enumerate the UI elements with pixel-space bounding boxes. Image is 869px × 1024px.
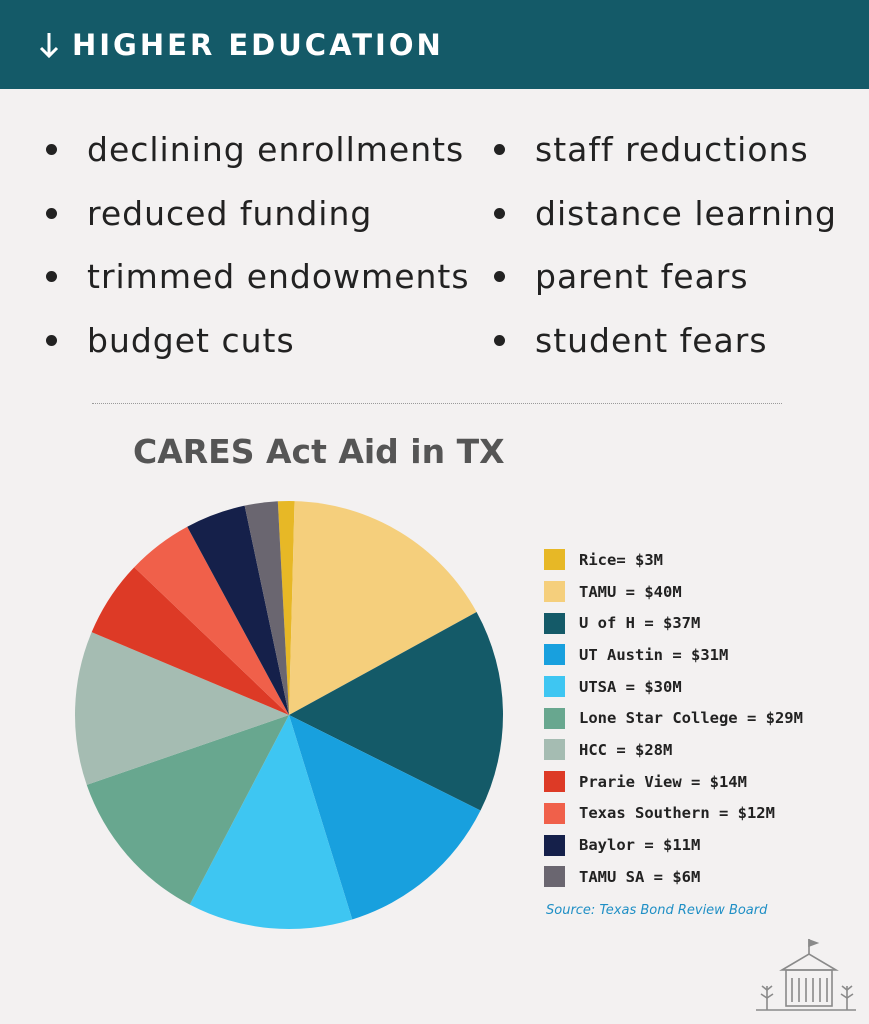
legend-label: Prarie View = $14M (579, 772, 747, 791)
bullet-item: parent fears (494, 245, 837, 309)
legend-label: TAMU SA = $6M (579, 867, 701, 886)
bullet-item: budget cuts (46, 309, 470, 373)
legend-item: TAMU = $40M (544, 576, 803, 608)
bullet-text: distance learning (535, 193, 837, 233)
legend-label: UTSA = $30M (579, 677, 682, 696)
pie-slice (134, 526, 289, 715)
legend-swatch (544, 802, 565, 824)
bullet-text: student fears (535, 320, 768, 360)
pie-slice (74, 632, 289, 785)
bullet-dot (46, 144, 57, 156)
bullet-item: distance learning (494, 182, 837, 246)
legend-item: U of H = $37M (544, 607, 803, 639)
legend-swatch (544, 676, 565, 698)
pie-slice (189, 715, 353, 930)
bullet-text: budget cuts (87, 320, 295, 360)
source-note: Source: Texas Bond Review Board (546, 903, 768, 918)
legend-item: Texas Southern = $12M (544, 798, 803, 830)
pie-slice (277, 500, 295, 715)
legend-label: TAMU = $40M (579, 582, 682, 601)
legend-swatch (544, 866, 565, 888)
legend-swatch (544, 707, 565, 729)
bullet-item: reduced funding (46, 182, 470, 246)
bullet-dot (46, 334, 57, 346)
bullet-text: trimmed endowments (87, 257, 470, 297)
header-banner: HIGHER EDUCATION (0, 0, 869, 89)
legend-label: UT Austin = $31M (579, 645, 729, 664)
legend-item: UTSA = $30M (544, 671, 803, 703)
legend-item: Lone Star College = $29M (544, 702, 803, 734)
legend-item: HCC = $28M (544, 734, 803, 766)
bullet-column-left: declining enrollments reduced funding tr… (46, 118, 470, 372)
legend-label: Rice= $3M (579, 550, 663, 569)
bullet-item: student fears (494, 309, 837, 373)
legend-swatch (544, 612, 565, 634)
bullet-dot (494, 334, 505, 346)
legend-item: Rice= $3M (544, 544, 803, 576)
pie-slice (289, 612, 503, 811)
legend-item: Prarie View = $14M (544, 766, 803, 798)
legend-label: Lone Star College = $29M (579, 709, 803, 728)
legend-item: Baylor = $11M (544, 829, 803, 861)
arrow-down-icon (39, 32, 59, 58)
chart-legend: Rice= $3M TAMU = $40M U of H = $37M UT Aust… (544, 544, 803, 893)
legend-swatch (544, 739, 565, 761)
pie-chart (74, 500, 503, 930)
chart-title: CARES Act Aid in TX (133, 432, 505, 471)
legend-swatch (544, 834, 565, 856)
bullet-item: declining enrollments (46, 118, 470, 182)
legend-swatch (544, 771, 565, 793)
bullet-text: reduced funding (87, 193, 373, 233)
legend-item: TAMU SA = $6M (544, 861, 803, 893)
bullet-dot (46, 271, 57, 283)
pie-slice (86, 715, 289, 905)
bullet-column-right: staff reductions distance learning paren… (494, 118, 837, 372)
bullet-text: declining enrollments (87, 130, 465, 170)
legend-label: Baylor = $11M (579, 836, 701, 855)
bullet-item: trimmed endowments (46, 245, 470, 309)
legend-swatch (544, 644, 565, 666)
legend-label: Texas Southern = $12M (579, 804, 775, 823)
pie-slice (91, 567, 289, 715)
legend-label: U of H = $37M (579, 614, 701, 633)
pie-slice (244, 501, 289, 715)
legend-swatch (544, 581, 565, 603)
legend-label: HCC = $28M (579, 740, 673, 759)
bullet-dot (494, 207, 505, 219)
bullet-dot (46, 207, 57, 219)
bullet-dot (494, 271, 505, 283)
page-title: HIGHER EDUCATION (72, 27, 444, 62)
legend-swatch (544, 549, 565, 571)
bullet-item: staff reductions (494, 118, 837, 182)
bullet-dot (494, 144, 505, 156)
pie-slice (289, 501, 477, 715)
section-divider (92, 403, 782, 404)
pie-slice (289, 715, 481, 920)
bullet-text: parent fears (535, 257, 749, 297)
legend-item: UT Austin = $31M (544, 639, 803, 671)
bullet-text: staff reductions (535, 130, 809, 170)
pie-slice (187, 505, 289, 715)
building-icon (756, 938, 856, 1011)
